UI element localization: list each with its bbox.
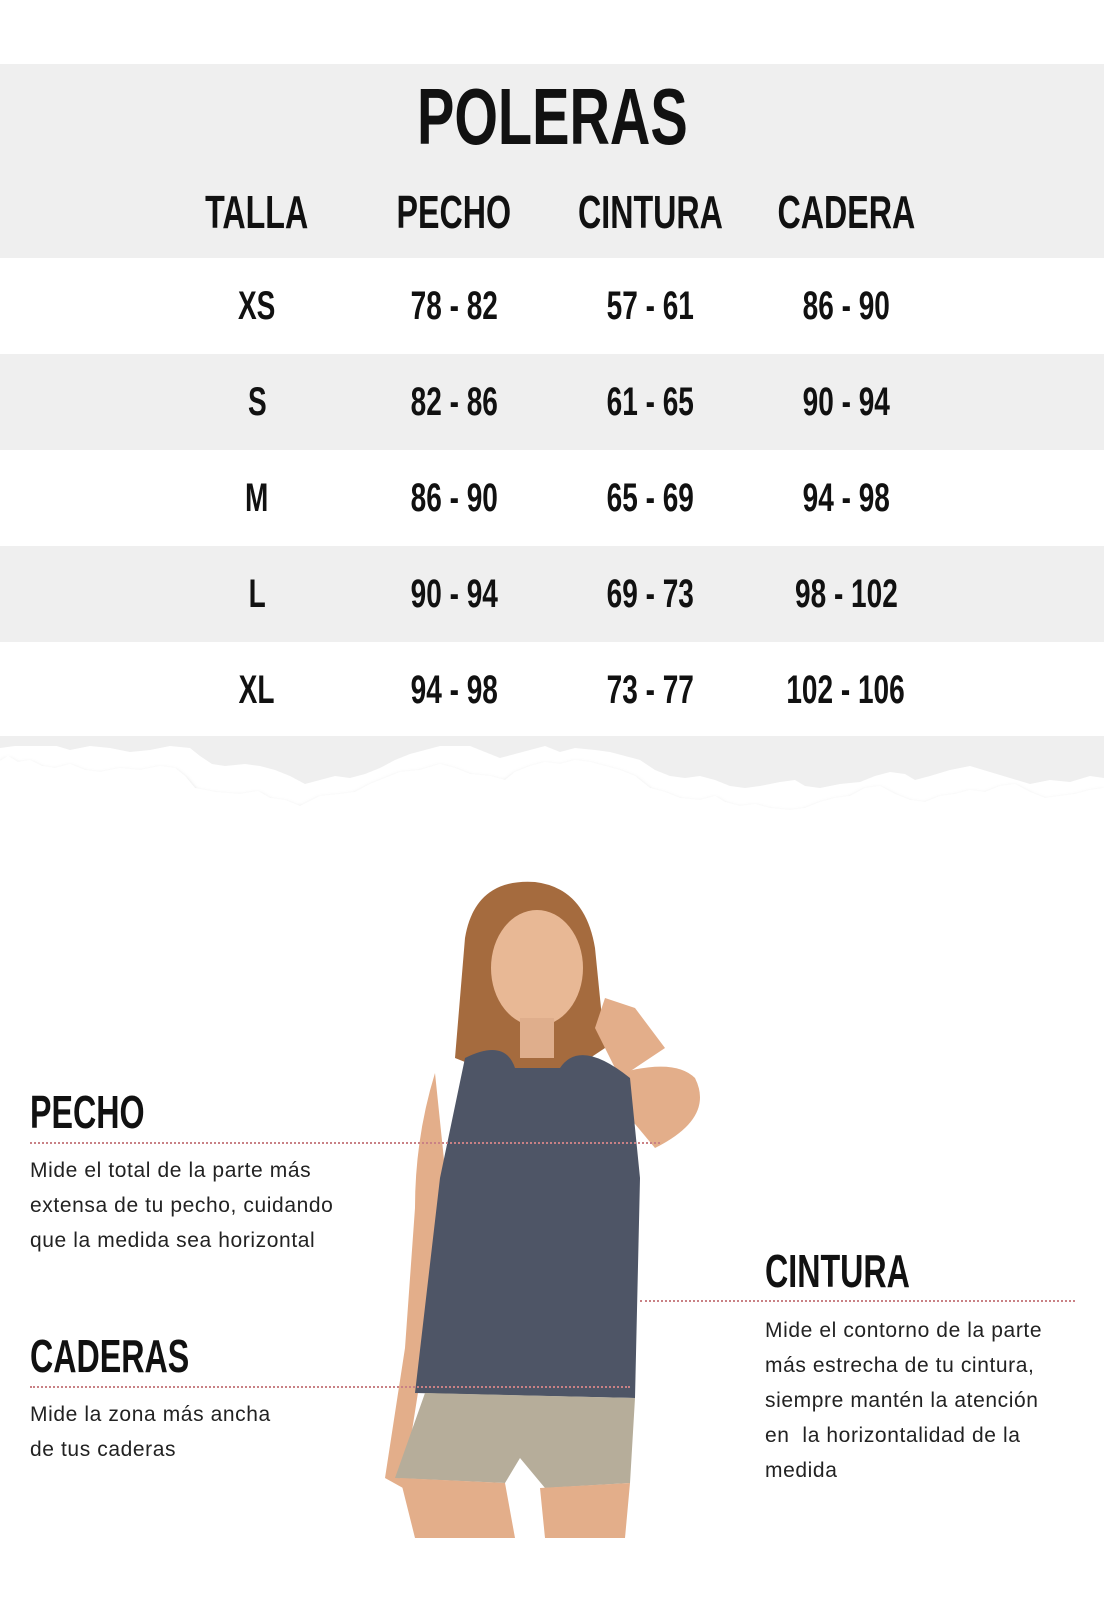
table-cell: 57 - 61	[606, 284, 694, 328]
text-line: más estrecha de tu cintura,	[765, 1354, 1035, 1377]
text-line: Mide el contorno de la parte	[765, 1319, 1043, 1342]
cintura-description: Mide el contorno de la parte más estrech…	[765, 1313, 1042, 1488]
table-cell: 86 - 90	[410, 476, 498, 520]
cintura-measure-line	[640, 1300, 1075, 1302]
table-cell: M	[245, 476, 269, 520]
model-photo	[385, 881, 700, 1538]
caderas-measure-line	[30, 1386, 630, 1388]
table-cell: 90 - 94	[410, 572, 498, 616]
table-cell: 69 - 73	[606, 572, 694, 616]
text-line: de tus caderas	[30, 1438, 177, 1461]
table-cell: 86 - 90	[802, 284, 890, 328]
page-title: POLERAS	[416, 72, 688, 161]
header-pecho: PECHO	[396, 186, 512, 238]
text-line: Mide el total de la parte más	[30, 1159, 312, 1182]
table-cell: 90 - 94	[802, 380, 890, 424]
torn-paper-edge	[0, 736, 1104, 846]
table-cell: 98 - 102	[794, 572, 898, 616]
text-line: extensa de tu pecho, cuidando	[30, 1194, 334, 1217]
header-band	[0, 64, 1104, 258]
caderas-heading: CADERAS	[30, 1330, 190, 1382]
table-cell: XS	[238, 284, 276, 328]
table-row: S 82 - 86 61 - 65 90 - 94	[0, 354, 1104, 450]
text-line: medida	[765, 1459, 838, 1482]
pecho-heading: PECHO	[30, 1086, 145, 1138]
text-line: en la horizontalidad de la	[765, 1424, 1021, 1447]
table-row: XL 94 - 98 73 - 77 102 - 106	[0, 642, 1104, 738]
table-cell: 65 - 69	[606, 476, 694, 520]
text-line: Mide la zona más ancha	[30, 1403, 271, 1426]
table-cell: 94 - 98	[410, 668, 498, 712]
table-cell: L	[248, 572, 266, 616]
table-cell: 102 - 106	[786, 668, 906, 712]
table-row: L 90 - 94 69 - 73 98 - 102	[0, 546, 1104, 642]
header-talla: TALLA	[205, 186, 309, 238]
table-row: XS 78 - 82 57 - 61 86 - 90	[0, 258, 1104, 354]
pecho-description: Mide el total de la parte más extensa de…	[30, 1153, 333, 1258]
text-line: que la medida sea horizontal	[30, 1229, 316, 1252]
table-cell: 61 - 65	[606, 380, 694, 424]
pecho-measure-line	[30, 1142, 660, 1144]
table-cell: 82 - 86	[410, 380, 498, 424]
table-cell: S	[247, 380, 267, 424]
header-cadera: CADERA	[777, 186, 915, 238]
table-cell: 73 - 77	[606, 668, 694, 712]
caderas-description: Mide la zona más ancha de tus caderas	[30, 1397, 271, 1467]
table-cell: XL	[239, 668, 275, 712]
table-cell: 94 - 98	[802, 476, 890, 520]
text-line: siempre mantén la atención	[765, 1389, 1039, 1412]
cintura-heading: CINTURA	[765, 1245, 910, 1297]
table-row: M 86 - 90 65 - 69 94 - 98	[0, 450, 1104, 546]
header-cintura: CINTURA	[577, 186, 723, 238]
table-cell: 78 - 82	[410, 284, 498, 328]
